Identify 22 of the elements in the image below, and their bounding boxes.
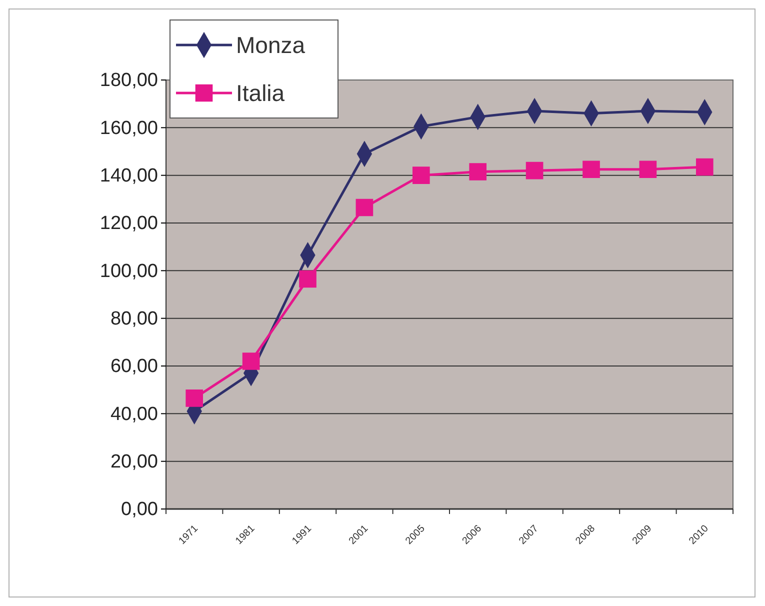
point: [639, 160, 657, 178]
y-tick-label: 140,00: [100, 165, 158, 186]
point: [356, 198, 374, 216]
point: [582, 160, 600, 178]
y-tick-label: 100,00: [100, 260, 158, 282]
point: [696, 158, 714, 176]
point: [242, 352, 260, 370]
point: [412, 166, 430, 184]
y-tick-label: 0,00: [121, 499, 158, 520]
point: [526, 162, 544, 180]
legend-label: Monza: [236, 32, 306, 58]
y-tick-label: 60,00: [110, 356, 158, 378]
y-tick-label: 80,00: [110, 308, 158, 330]
y-tick-label: 40,00: [110, 404, 158, 425]
y-tick-label: 160,00: [100, 118, 158, 139]
point: [186, 390, 204, 407]
y-tick-label: 180,00: [100, 70, 158, 92]
y-tick-label: 120,00: [100, 213, 158, 234]
point: [299, 270, 316, 288]
point: [469, 163, 487, 180]
legend-label: Italia: [236, 80, 285, 106]
y-tick-label: 20,00: [110, 451, 158, 472]
